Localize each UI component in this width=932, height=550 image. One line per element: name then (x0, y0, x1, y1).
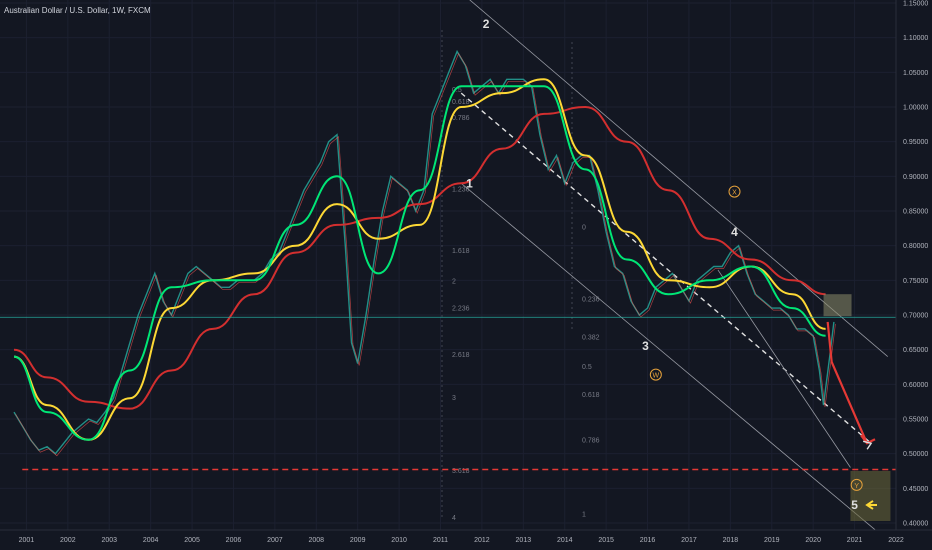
year-tick-label: 2010 (391, 537, 407, 544)
fib-label-right: 0.618 (582, 392, 600, 399)
year-tick-label: 2007 (267, 537, 283, 544)
projection-arrow (826, 321, 869, 444)
fib-label-right: 0 (582, 224, 586, 231)
wave-circle (728, 185, 741, 198)
year-tick-label: 2021 (847, 537, 863, 544)
moving-averages (13, 78, 826, 441)
price-tick-label: 1.10000 (903, 35, 928, 42)
price-axis-bg (896, 0, 932, 550)
fib-label-left: 3 (452, 395, 456, 402)
year-tick-label: 2013 (516, 537, 532, 544)
annotations: 0.696770.47710 (0, 294, 931, 521)
dashed-projection-line (460, 92, 872, 444)
fib-label-left: 0.786 (452, 115, 470, 122)
price-tick-label: 0.95000 (903, 139, 928, 146)
price-tick-label: 0.50000 (903, 451, 928, 458)
price-tick-label: 0.45000 (903, 486, 928, 493)
year-tick-label: 2005 (184, 537, 200, 544)
fib-label-left: 2.236 (452, 306, 470, 313)
year-tick-label: 2017 (681, 537, 697, 544)
year-tick-label: 2002 (60, 537, 76, 544)
year-tick-label: 2022 (888, 537, 904, 544)
wave-circle (649, 368, 662, 381)
wave-label: 1 (466, 176, 473, 190)
fib-label-left: 1.618 (452, 248, 470, 255)
fib-label-right: 0.236 (582, 297, 600, 304)
price-tick-label: 0.90000 (903, 174, 928, 181)
wave-label: 2 (483, 17, 490, 31)
chart-title: Australian Dollar / U.S. Dollar, 1W, FXC… (4, 6, 151, 15)
channel-line (717, 269, 851, 468)
channel-line (469, 0, 888, 357)
year-tick-label: 2008 (308, 537, 324, 544)
year-tick-label: 2015 (598, 537, 614, 544)
fib-label-left: 2.618 (452, 352, 470, 359)
price-series (13, 49, 836, 457)
fib-levels: 0.5 0.618 0.786 1.236 1.618 2 2.236 2.618 3 3.618… (441, 30, 600, 522)
fib-label-right: 0.5 (582, 364, 592, 371)
year-tick-label: 2009 (350, 537, 366, 544)
fib-label-left: 0.618 (452, 99, 470, 106)
moving-average-line (13, 105, 826, 410)
projection-arrowhead (860, 434, 876, 445)
dashed-arrowhead (862, 440, 873, 450)
wave-label-circled: Y (854, 483, 859, 490)
wave-label: 5 (851, 498, 858, 512)
price-tick-label: 1.00000 (903, 105, 928, 112)
wave-circle (850, 478, 863, 491)
fib-label-left: 3.618 (452, 468, 470, 475)
price-tick-label: 0.80000 (903, 243, 928, 250)
target-zone-box (850, 471, 891, 521)
fib-label-left: 0.5 (452, 87, 462, 94)
price-tick-label: 0.85000 (903, 209, 928, 216)
fib-label-left: 1.236 (452, 186, 470, 193)
year-tick-label: 2012 (474, 537, 490, 544)
wave-label-circled: W (653, 373, 660, 380)
year-tick-label: 2004 (143, 537, 159, 544)
price-line-shadow (15, 52, 836, 457)
fib-label-right: 1 (582, 511, 586, 518)
wave-label: 3 (642, 339, 649, 353)
highlight-box (823, 294, 852, 317)
year-tick-label: 2018 (723, 537, 739, 544)
price-tick-label: 0.40000 (903, 521, 928, 528)
year-tick-label: 2003 (101, 537, 117, 544)
wave-labels: 1 2 3 4 5 X W Y (466, 17, 863, 512)
wave-label-circled: X (732, 190, 737, 197)
fib-label-left: 4 (452, 515, 456, 522)
yellow-arrow (865, 500, 878, 510)
price-tick-label: 0.55000 (903, 417, 928, 424)
price-tick-label: 1.05000 (903, 70, 928, 77)
price-tick-label: 0.70000 (903, 313, 928, 320)
year-tick-label: 2011 (433, 537, 448, 544)
wave-label: 4 (731, 225, 738, 239)
price-tick-label: 0.60000 (903, 382, 928, 389)
year-tick-label: 2001 (19, 537, 35, 544)
price-tick-label: 1.15000 (903, 1, 928, 8)
year-tick-label: 2016 (640, 537, 656, 544)
fib-label-right: 0.786 (582, 437, 600, 444)
fib-label-right: 0.382 (582, 335, 600, 342)
moving-average-line (13, 85, 826, 441)
year-tick-label: 2006 (226, 537, 242, 544)
trend-channel (460, 0, 888, 531)
price-tick-label: 0.65000 (903, 347, 928, 354)
fib-label-left: 2 (452, 279, 456, 286)
channel-line (460, 182, 876, 531)
price-tick-label: 0.75000 (903, 278, 928, 285)
year-tick-label: 2020 (805, 537, 821, 544)
price-line (13, 49, 835, 455)
year-tick-label: 2019 (764, 537, 780, 544)
moving-average-line (13, 78, 826, 441)
year-tick-label: 2014 (557, 537, 573, 544)
